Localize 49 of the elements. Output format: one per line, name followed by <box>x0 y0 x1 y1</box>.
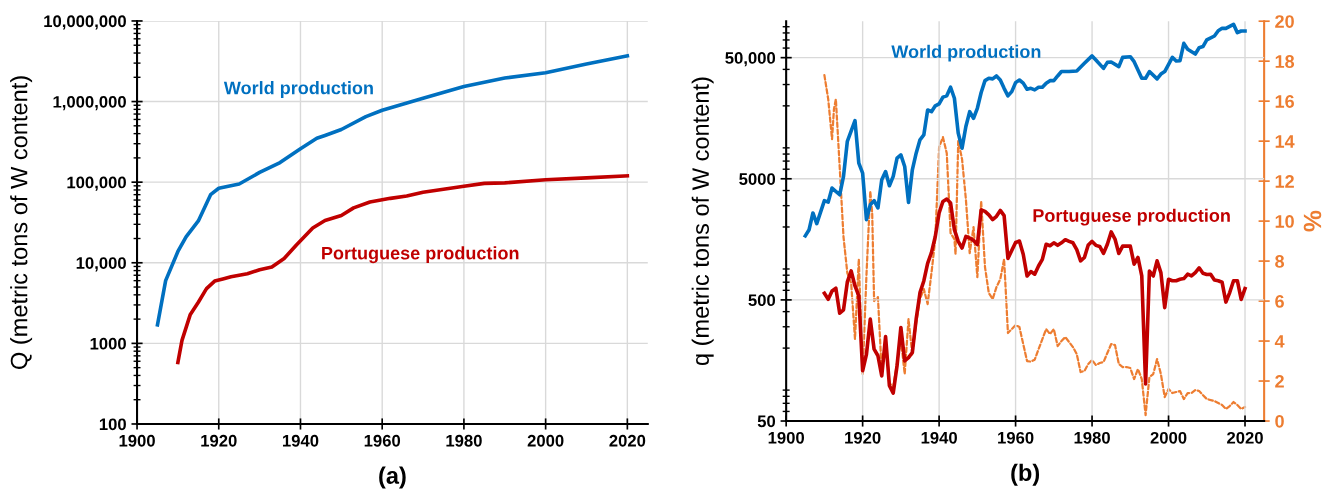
x-tick-label: 1940 <box>282 434 319 447</box>
y-tick-label: 500 <box>748 294 776 307</box>
x-tick-label: 1960 <box>364 434 401 447</box>
x-tick-label: 1980 <box>446 434 482 447</box>
x-tick-label: 2020 <box>1227 431 1263 444</box>
y2-tick-label: 16 <box>1275 95 1294 108</box>
y-axis-title: q (metric tons of W content) <box>691 77 714 366</box>
y2-tick-label: 0 <box>1275 414 1284 428</box>
y-tick-label: 100,000 <box>67 176 126 191</box>
x-tick-label: 1960 <box>998 431 1034 444</box>
y2-tick-label: 10 <box>1275 215 1294 228</box>
series-label: World production <box>223 81 373 98</box>
x-tick-label: 1920 <box>845 431 881 444</box>
y2-axis-title: % <box>1303 210 1322 232</box>
line-series <box>155 53 630 327</box>
x-tick-label: 1900 <box>119 434 155 447</box>
y2-tick-label: 12 <box>1275 175 1294 188</box>
x-tick-label: 1900 <box>768 431 805 444</box>
x-tick-label: 1920 <box>201 434 237 447</box>
y-tick-label: 50 <box>757 415 776 428</box>
y2-tick-label: 20 <box>1275 15 1294 28</box>
line-series <box>823 74 1247 417</box>
series-label: Portuguese production <box>322 246 519 264</box>
x-tick-label: 1980 <box>1074 431 1110 444</box>
y-tick-label: 100 <box>99 418 126 431</box>
y2-tick-label: 6 <box>1275 295 1284 308</box>
line-series <box>822 197 1247 395</box>
y-tick-label: 1,000,000 <box>53 95 126 111</box>
y-tick-label: 10,000 <box>76 257 126 272</box>
y-tick-label: 10,000,000 <box>44 15 126 30</box>
y2-tick-label: 4 <box>1274 335 1285 348</box>
y2-tick-label: 18 <box>1275 55 1295 68</box>
series-label: Portuguese production <box>1033 208 1230 226</box>
y2-tick-label: 14 <box>1275 135 1295 148</box>
x-tick-label: 2000 <box>527 434 564 447</box>
y-axis-title: Q (metric tons of W content) <box>10 76 33 369</box>
line-series <box>803 22 1247 238</box>
x-tick-label: 2000 <box>1150 431 1187 444</box>
y-tick-label: 1000 <box>90 337 126 350</box>
line-series <box>176 173 630 365</box>
series-label: World production <box>891 44 1041 62</box>
x-tick-label: 2020 <box>609 434 646 447</box>
y-tick-label: 5000 <box>739 173 776 185</box>
x-axis-title: (b) <box>1011 463 1040 486</box>
x-tick-label: 1940 <box>921 431 957 444</box>
y2-tick-label: 8 <box>1275 255 1285 268</box>
y2-tick-label: 2 <box>1275 374 1284 388</box>
x-axis-title: (a) <box>379 466 406 489</box>
y-tick-label: 50,000 <box>725 52 776 67</box>
